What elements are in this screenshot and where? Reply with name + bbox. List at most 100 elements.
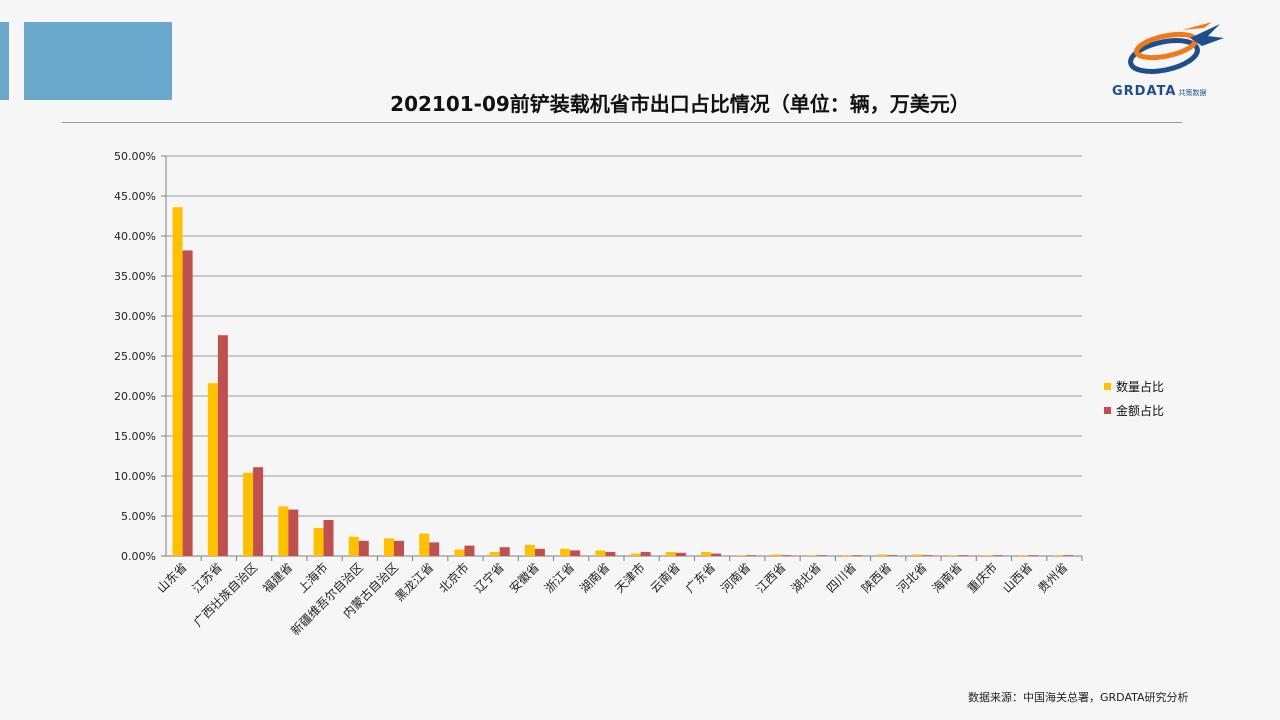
logo-subtext: 共策数据 [1178, 89, 1207, 97]
bar-数量占比 [947, 555, 958, 556]
source-note: 数据来源：中国海关总署，GRDATA研究分析 [968, 691, 1189, 704]
bar-数量占比 [489, 552, 500, 556]
bar-数量占比 [278, 506, 289, 556]
bar-金额占比 [957, 555, 968, 556]
x-tick-label: 福建省 [259, 560, 295, 596]
bar-金额占比 [746, 555, 757, 556]
bar-金额占比 [182, 250, 193, 556]
y-tick-label: 30.00% [114, 310, 156, 323]
bar-数量占比 [384, 538, 394, 556]
bar-金额占比 [992, 555, 1003, 556]
x-tick-label: 安徽省 [506, 560, 542, 596]
bar-数量占比 [982, 555, 993, 556]
x-tick-label: 陕西省 [858, 560, 894, 596]
logo-swoosh-icon [1128, 22, 1224, 74]
y-tick-label: 15.00% [114, 430, 156, 443]
x-tick-label: 重庆市 [964, 560, 1000, 596]
bar-金额占比 [499, 547, 510, 556]
y-tick-label: 45.00% [114, 190, 156, 203]
bar-金额占比 [675, 552, 686, 556]
x-tick-label: 云南省 [647, 560, 683, 596]
x-tick-label: 河北省 [894, 560, 929, 595]
y-tick-label: 35.00% [114, 270, 156, 283]
bar-数量占比 [454, 549, 465, 556]
accent-strip [0, 22, 9, 100]
x-tick-label: 浙江省 [542, 560, 577, 595]
bar-数量占比 [243, 472, 254, 556]
x-tick-label: 贵州省 [1035, 560, 1070, 595]
bar-数量占比 [877, 554, 888, 556]
chart-title: 202101-09前铲装载机省市出口占比情况（单位：辆，万美元） [390, 92, 970, 116]
bar-数量占比 [665, 552, 676, 556]
bar-数量占比 [842, 555, 852, 556]
bar-数量占比 [595, 550, 606, 556]
x-tick-label: 海南省 [929, 560, 965, 596]
logo-wordmark: GRDATA [1112, 84, 1177, 99]
x-tick-label: 江西省 [753, 560, 788, 595]
legend-swatch [1104, 383, 1111, 390]
bar-金额占比 [534, 548, 545, 556]
legend-swatch [1104, 407, 1111, 414]
bar-金额占比 [887, 555, 898, 556]
legend-label: 数量占比 [1116, 379, 1164, 394]
bar-数量占比 [313, 528, 324, 556]
bar-金额占比 [922, 555, 933, 556]
x-tick-label: 湖北省 [788, 560, 824, 596]
bar-金额占比 [253, 467, 264, 556]
x-tick-label: 山东省 [154, 560, 189, 595]
bar-数量占比 [207, 383, 218, 556]
bar-数量占比 [1053, 555, 1064, 556]
x-tick-label: 广东省 [683, 560, 718, 595]
bar-数量占比 [1018, 555, 1029, 556]
y-tick-label: 10.00% [114, 470, 156, 483]
logo-text: GRDATA 共策数据 [1112, 84, 1236, 99]
y-tick-label: 40.00% [114, 230, 156, 243]
bar-金额占比 [358, 540, 369, 556]
bar-金额占比 [429, 542, 440, 556]
bar-金额占比 [816, 555, 827, 556]
bar-数量占比 [419, 533, 430, 556]
bar-数量占比 [172, 207, 183, 556]
bar-数量占比 [912, 554, 923, 556]
grdata-logo: GRDATA 共策数据 [1112, 16, 1236, 106]
x-tick-label: 黑龙江省 [393, 560, 437, 604]
bar-金额占比 [323, 520, 334, 556]
x-tick-label: 广西壮族自治区 [191, 560, 260, 629]
y-tick-label: 20.00% [114, 390, 156, 403]
bar-数量占比 [348, 536, 359, 556]
bar-数量占比 [806, 555, 817, 556]
bar-金额占比 [711, 553, 722, 556]
accent-block [24, 22, 172, 100]
y-tick-label: 25.00% [114, 350, 156, 363]
bar-金额占比 [1063, 555, 1074, 556]
bar-数量占比 [701, 552, 712, 556]
bar-数量占比 [524, 544, 535, 556]
y-tick-label: 0.00% [121, 550, 156, 563]
bar-数量占比 [630, 553, 641, 556]
bar-金额占比 [1028, 555, 1039, 556]
bar-金额占比 [288, 509, 299, 556]
x-tick-label: 四川省 [824, 560, 859, 595]
bar-金额占比 [640, 552, 651, 556]
bar-金额占比 [570, 550, 581, 556]
bar-金额占比 [217, 335, 228, 556]
bar-数量占比 [736, 555, 747, 556]
legend-label: 金额占比 [1116, 403, 1164, 418]
x-tick-label: 河南省 [717, 560, 753, 596]
y-tick-label: 50.00% [114, 150, 156, 163]
bar-金额占比 [605, 552, 616, 556]
bar-数量占比 [560, 548, 571, 556]
x-tick-label: 北京市 [436, 560, 472, 596]
bar-金额占比 [394, 540, 404, 556]
title-divider [62, 122, 1182, 123]
bar-金额占比 [464, 545, 475, 556]
x-tick-label: 辽宁省 [471, 560, 507, 596]
bar-数量占比 [771, 554, 782, 556]
x-tick-label: 天津市 [612, 560, 648, 596]
x-tick-label: 山西省 [1000, 560, 1035, 595]
y-tick-label: 5.00% [121, 510, 156, 523]
bar-金额占比 [781, 555, 792, 556]
x-tick-label: 湖南省 [576, 560, 612, 596]
bar-金额占比 [852, 555, 862, 556]
